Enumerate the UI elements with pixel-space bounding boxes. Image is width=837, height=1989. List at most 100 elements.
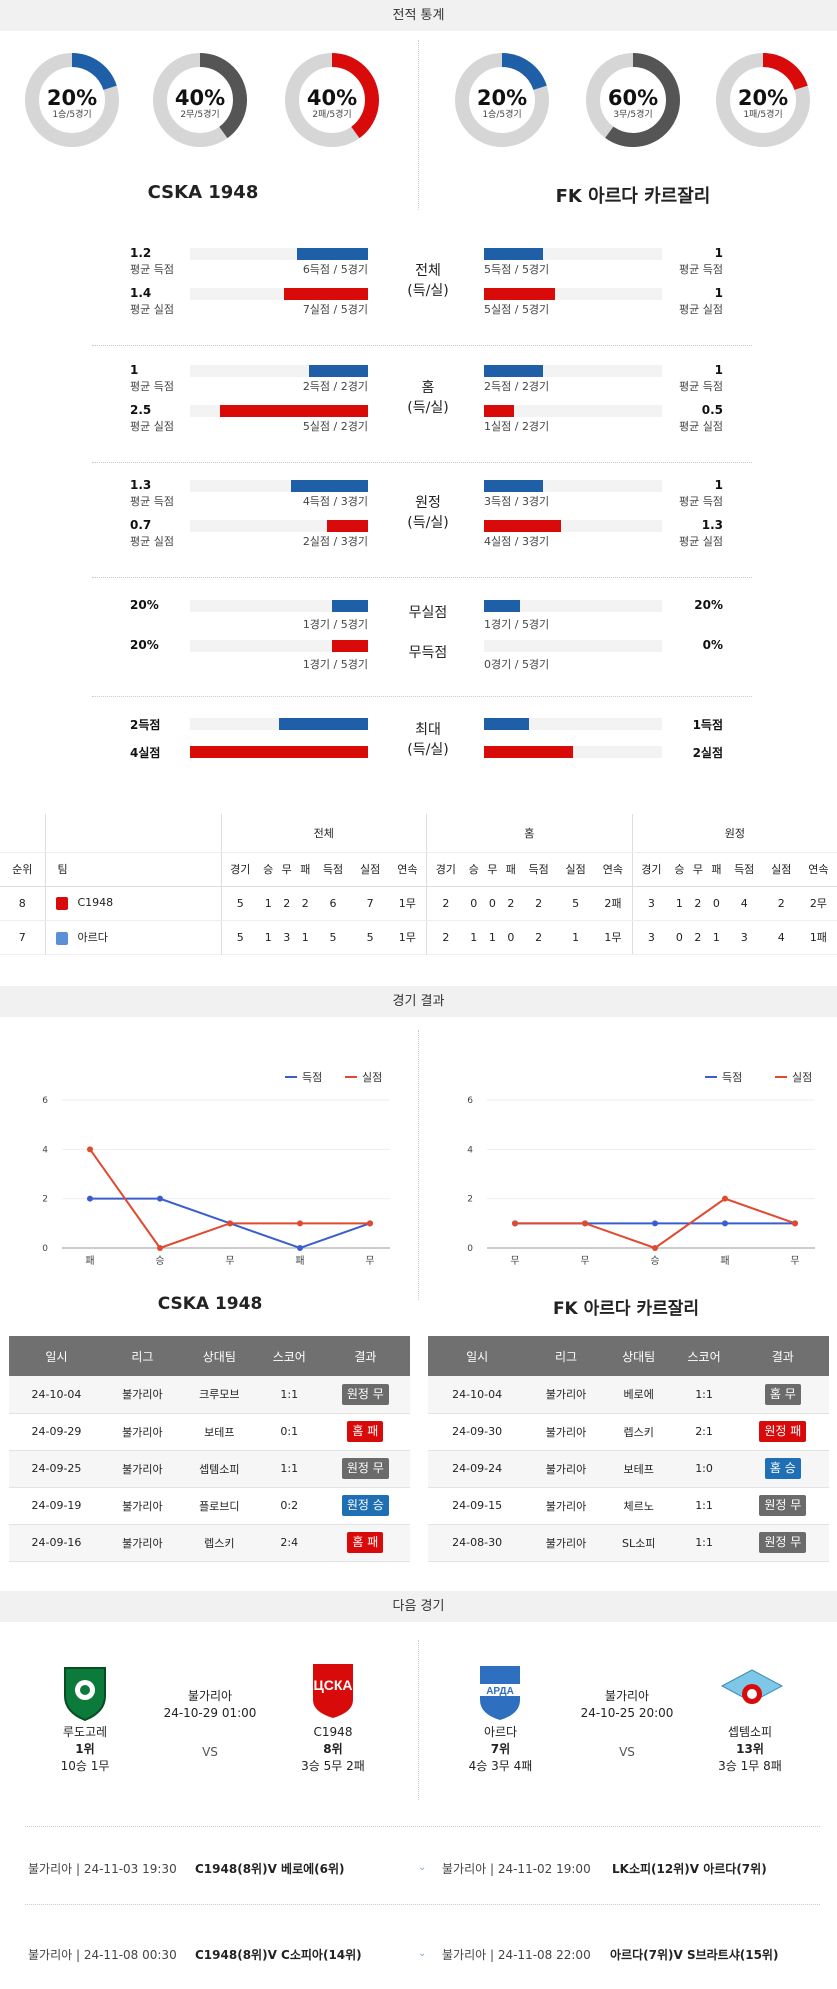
group-away: 원정 xyxy=(631,814,837,853)
stat-cell: 2 xyxy=(688,886,708,921)
divider xyxy=(418,1030,419,1300)
col-rank: 순위 xyxy=(0,852,45,887)
donut-ring xyxy=(153,53,247,147)
next-team-a-name: 루도고레 xyxy=(62,1725,108,1739)
x-tick-label: 패 xyxy=(720,1255,729,1267)
data-point xyxy=(652,1220,658,1227)
stat-away-sub: 0경기 / 5경기 xyxy=(484,658,550,671)
stat-home-sub: 2실점 / 3경기 xyxy=(302,535,368,548)
stat-category-sub: (득/실) xyxy=(407,400,449,416)
y-tick-label: 4 xyxy=(42,1145,48,1155)
ring-percent: 20% xyxy=(737,86,789,110)
results-col-header: 결과 xyxy=(736,1336,829,1376)
upcoming-teams: C1948(8위)V C소피아(14위) xyxy=(195,1948,362,1962)
match-date: 24-10-04 xyxy=(9,1376,104,1414)
results-row: 24-08-30 불가리아 SL소피 1:1 원정 무 xyxy=(428,1524,829,1562)
rank-cell: 8 xyxy=(0,886,45,921)
results-col-header: 리그 xyxy=(526,1336,606,1376)
data-point xyxy=(227,1220,233,1227)
x-tick-label: 승 xyxy=(155,1255,164,1267)
next-datetime: 24-10-29 01:00 xyxy=(163,1706,257,1720)
upcoming-teams: 아르다(7위)V S브라트샤(15위) xyxy=(610,1948,779,1962)
section-header-results: 경기 결과 xyxy=(0,986,837,1017)
results-row: 24-09-29 불가리아 보테프 0:1 홈 패 xyxy=(9,1413,410,1451)
match-date: 24-08-30 xyxy=(428,1524,527,1562)
bar-fill-home xyxy=(296,248,368,260)
chevron-down-icon[interactable]: ⌄ xyxy=(418,1862,427,1873)
col-header: 승 xyxy=(258,852,278,887)
bar-fill-home xyxy=(291,480,368,492)
col-header: 패 xyxy=(707,852,726,887)
col-team: 팀 xyxy=(44,852,221,887)
col-header: 실점 xyxy=(762,852,800,887)
result-badge: 원정 무 xyxy=(341,1383,389,1405)
next-team-d-name: 셉템소피 xyxy=(727,1725,773,1739)
stat-cell: 3 xyxy=(277,920,296,955)
stat-cell: 5 xyxy=(220,920,259,955)
upcoming-info: 불가리아 | 24-11-08 22:00 xyxy=(442,1948,591,1962)
ring-label: 20% 1패/5경기 xyxy=(708,87,818,121)
match-score: 1:1 xyxy=(257,1450,321,1488)
col-header: 경기 xyxy=(426,852,465,887)
bar-fill-home xyxy=(332,600,368,612)
col-header: 실점 xyxy=(351,852,389,887)
match-league: 불가리아 xyxy=(526,1376,606,1414)
stat-category: 최대 (득/실) xyxy=(383,720,473,760)
stat-category-title: 무실점 xyxy=(408,605,448,621)
svg-text:ЦСКА: ЦСКА xyxy=(314,1677,353,1693)
match-date: 24-09-24 xyxy=(428,1450,527,1488)
bar-fill-home xyxy=(190,746,368,758)
match-result-cell: 홈 승 xyxy=(736,1450,829,1488)
stat-home-value: 0.7 xyxy=(130,518,152,532)
vs-label: VS xyxy=(202,1745,218,1759)
legend-label: 실점 xyxy=(792,1071,812,1084)
results-row: 24-09-25 불가리아 셉템소피 1:1 원정 무 xyxy=(9,1450,410,1488)
stat-cell: 4 xyxy=(762,920,800,955)
col-header: 무 xyxy=(688,852,708,887)
data-point xyxy=(87,1146,93,1153)
rank-cell: 7 xyxy=(0,920,45,955)
ring-label: 20% 1승/5경기 xyxy=(447,87,557,121)
x-tick-label: 승 xyxy=(650,1255,659,1267)
ring-subtext: 2패/5경기 xyxy=(312,110,352,120)
upcoming-teams: LK소피(12위)V 아르다(7위) xyxy=(612,1862,767,1876)
bar-track xyxy=(484,640,662,652)
match-opponent: 렙스키 xyxy=(605,1413,672,1451)
stat-away-label: 평균 득점 xyxy=(679,263,723,276)
data-point xyxy=(722,1220,728,1227)
results-table-away: 일시 리그 상대팀 스코어 결과 24-10-04 불가리아 베로에 1:1 홈 무 24-09-3… xyxy=(428,1336,829,1562)
match-result-cell: 원정 승 xyxy=(320,1487,410,1525)
stat-home-label: 평균 실점 xyxy=(130,535,174,548)
ring-subtext: 1승/5경기 xyxy=(52,110,92,120)
stat-cell: 1패 xyxy=(799,920,837,955)
col-header: 연속 xyxy=(799,852,837,887)
stat-away-label: 평균 실점 xyxy=(679,303,723,316)
match-league: 불가리아 xyxy=(103,1524,181,1562)
result-badge: 홈 패 xyxy=(347,1532,384,1553)
bar-fill-home xyxy=(279,718,368,730)
ring-subtext: 1패/5경기 xyxy=(743,110,783,120)
col-header: 경기 xyxy=(220,852,259,887)
stat-away-value: 0% xyxy=(702,638,723,652)
group-home: 홈 xyxy=(426,814,633,853)
next-team-c-record: 4승 3무 4패 xyxy=(468,1759,533,1773)
match-opponent: 렙스키 xyxy=(180,1524,258,1562)
match-league: 불가리아 xyxy=(103,1487,181,1525)
next-team-a-record: 10승 1무 xyxy=(60,1759,110,1773)
stat-cell: 5 xyxy=(314,920,352,955)
results-col-header: 스코어 xyxy=(671,1336,737,1376)
stat-cell: 2 xyxy=(520,920,558,955)
stat-cell: 5 xyxy=(351,920,389,955)
col-header: 무 xyxy=(277,852,296,887)
stat-away-value: 20% xyxy=(694,598,723,612)
stat-category-title: 원정 xyxy=(415,495,441,511)
chevron-down-icon[interactable]: ⌄ xyxy=(418,1948,427,1959)
ring-subtext: 1승/5경기 xyxy=(482,110,522,120)
ring-label: 60% 3무/5경기 xyxy=(578,87,688,121)
legend-label: 실점 xyxy=(362,1071,382,1084)
cska1948-logo-icon: ЦСКА xyxy=(308,1660,358,1720)
stat-home-value: 1.3 xyxy=(130,478,152,492)
stat-home-sub: 4득점 / 3경기 xyxy=(302,495,368,508)
away-team-name: FK 아르다 카르잘리 xyxy=(555,186,711,207)
match-result-cell: 원정 무 xyxy=(320,1450,410,1488)
